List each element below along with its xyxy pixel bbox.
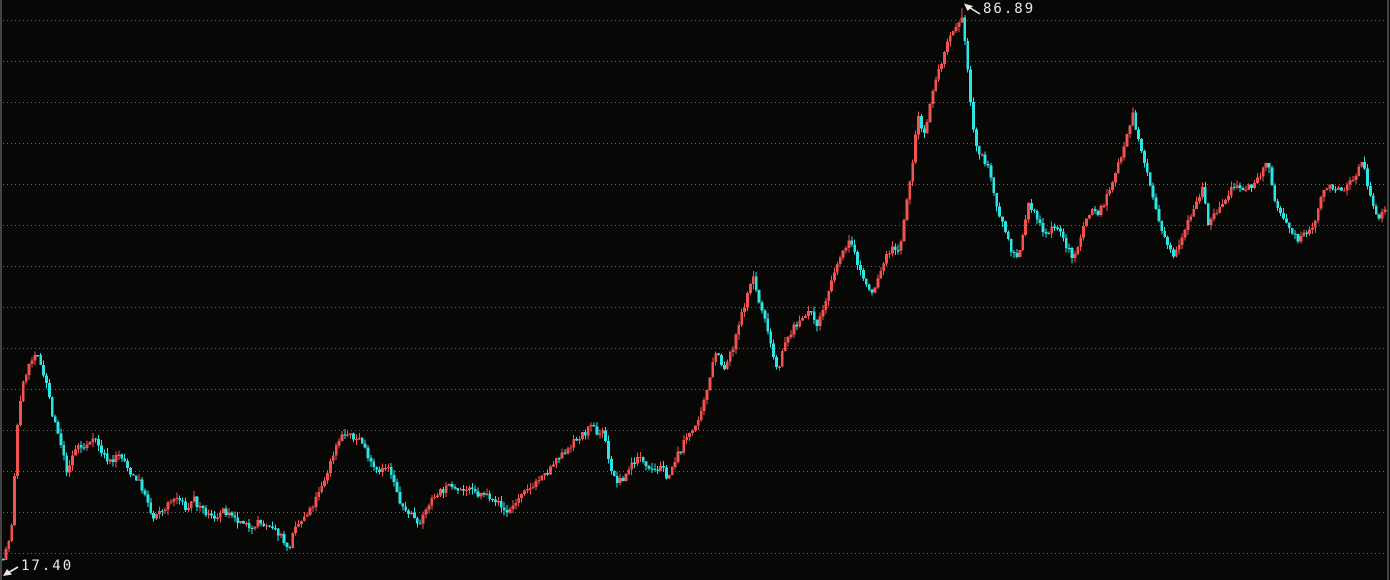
gridline (3, 389, 1386, 390)
gridline (3, 553, 1386, 554)
gridline (3, 102, 1386, 103)
gridline (3, 184, 1386, 185)
max-price-annotation: 86.89 (962, 2, 1035, 16)
gridline (3, 307, 1386, 308)
min-price-label: 17.40 (21, 558, 74, 574)
gridline (3, 20, 1386, 21)
gridline (3, 348, 1386, 349)
gridline (3, 225, 1386, 226)
max-price-label: 86.89 (983, 1, 1036, 17)
gridline (3, 143, 1386, 144)
gridline (3, 61, 1386, 62)
left-axis-line (0, 0, 2, 580)
right-axis-line (1387, 0, 1389, 580)
gridline (3, 512, 1386, 513)
gridline (3, 430, 1386, 431)
max-arrow-icon (964, 3, 981, 15)
min-arrow-icon (3, 566, 19, 576)
min-price-annotation: 17.40 (2, 559, 73, 577)
gridline (3, 471, 1386, 472)
gridline (3, 266, 1386, 267)
